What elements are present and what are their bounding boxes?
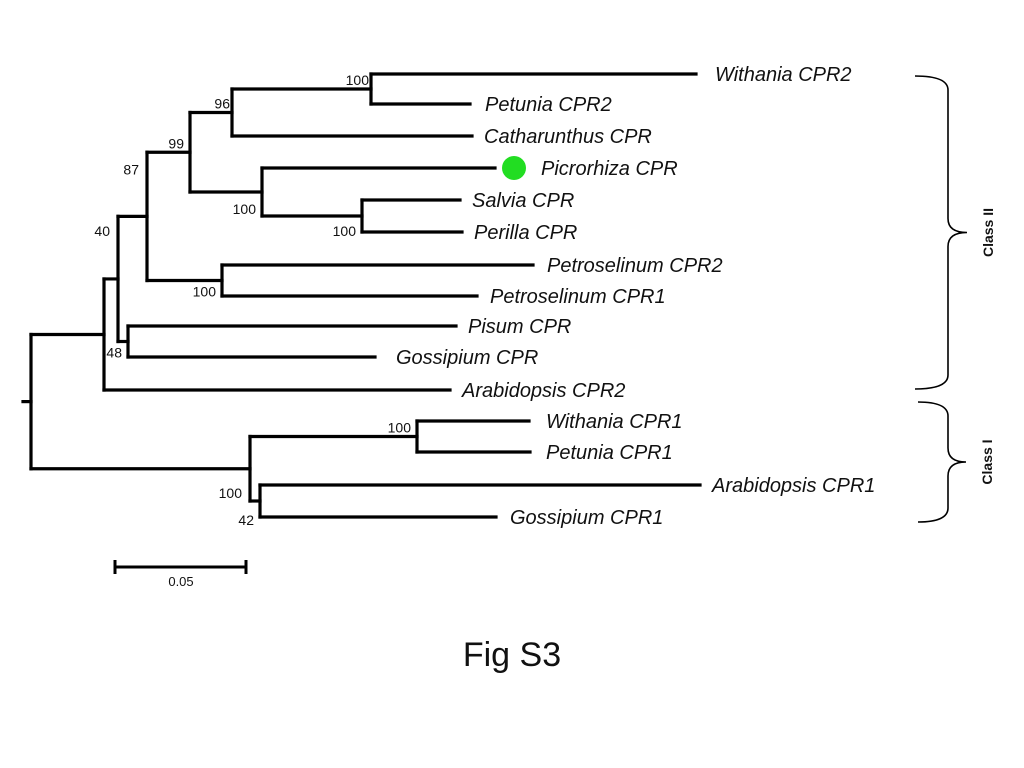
taxon-label: Catharunthus CPR — [484, 126, 652, 148]
taxon-label: Petroselinum CPR2 — [547, 255, 723, 277]
taxon-label: Arabidopsis CPR1 — [711, 475, 875, 497]
bootstrap-value: 48 — [106, 345, 122, 361]
phylogenetic-tree: Withania CPR2 Petunia CPR2 Catharunthus CP… — [21, 64, 996, 589]
highlight-marker — [502, 156, 526, 180]
tree-branches — [21, 72, 702, 519]
taxon-label: Pisum CPR — [468, 316, 571, 338]
bootstrap-value: 42 — [238, 512, 254, 528]
bootstrap-value: 96 — [214, 96, 230, 112]
bootstrap-value: 87 — [123, 161, 139, 177]
bootstrap-value: 100 — [333, 223, 357, 239]
bootstrap-value: 100 — [233, 201, 257, 217]
taxon-label: Gossipium CPR1 — [510, 507, 663, 529]
figure-caption: Fig S3 — [462, 636, 562, 674]
taxon-label: Withania CPR1 — [546, 411, 683, 433]
class-label: Class I — [979, 439, 995, 484]
bootstrap-value: 40 — [94, 223, 110, 239]
scale-bar-label: 0.05 — [168, 574, 193, 589]
highlight-layer — [502, 156, 526, 180]
taxon-label: Withania CPR2 — [715, 64, 852, 86]
scale-bar: 0.05 — [113, 560, 248, 589]
bootstrap-value: 100 — [388, 420, 412, 436]
bootstrap-value: 100 — [193, 284, 217, 300]
taxon-label: Salvia CPR — [472, 190, 574, 212]
taxon-label: Petunia CPR1 — [546, 442, 673, 464]
taxon-labels: Withania CPR2 Petunia CPR2 Catharunthus CP… — [396, 64, 875, 529]
taxon-label: Perilla CPR — [474, 222, 577, 244]
bootstrap-value: 100 — [346, 72, 370, 88]
bootstrap-value: 100 — [219, 485, 243, 501]
taxon-label: Arabidopsis CPR2 — [461, 380, 625, 402]
taxon-label: Petroselinum CPR1 — [490, 286, 666, 308]
bootstrap-value: 99 — [168, 135, 184, 151]
class-label: Class II — [980, 208, 996, 257]
class-brackets: Class II Class I — [914, 75, 996, 523]
bootstrap-values: 100 96 99 100 100 100 87 40 48 100 100 42 — [94, 72, 411, 528]
taxon-label: Gossipium CPR — [396, 347, 538, 369]
taxon-label: Picrorhiza CPR — [541, 158, 678, 180]
taxon-label: Petunia CPR2 — [485, 94, 612, 116]
class-bracket — [914, 75, 968, 390]
class-bracket — [917, 401, 967, 523]
